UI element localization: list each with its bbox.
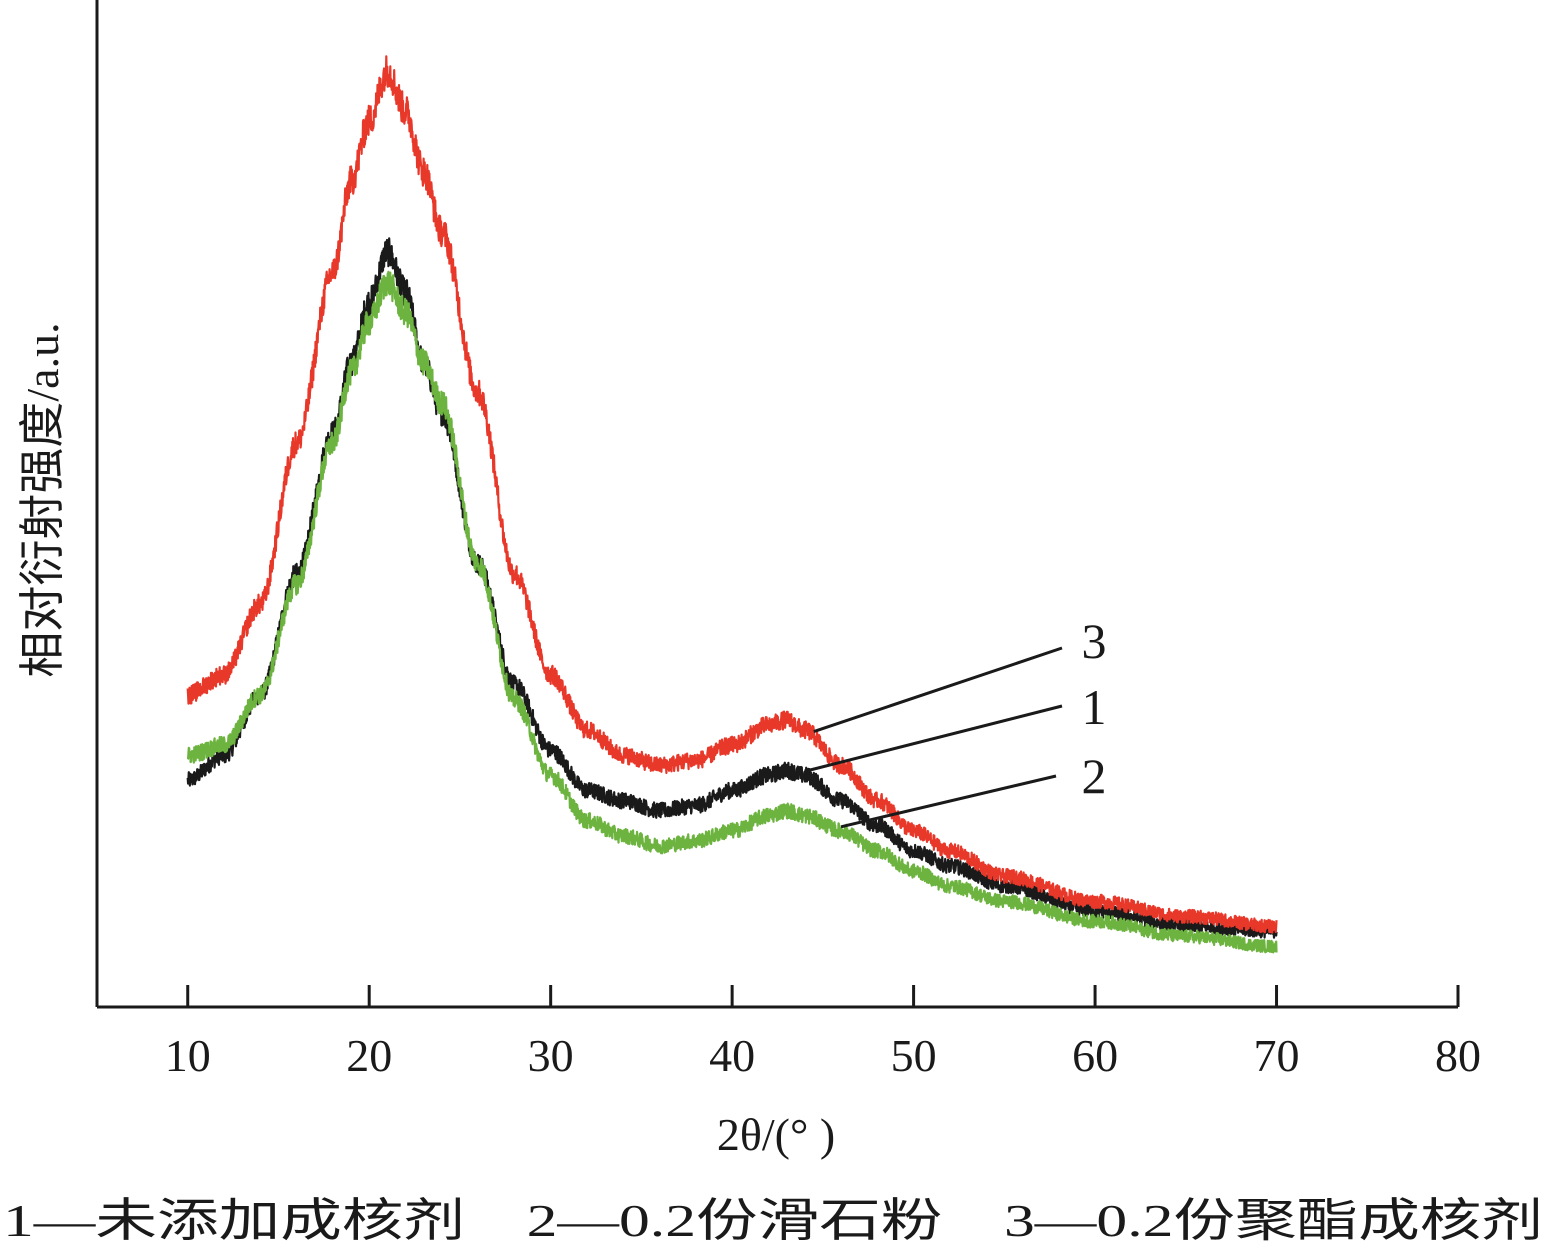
legend: 1—未添加成核剂 2—0.2份滑石粉 3—0.2份聚酯成核剂 [3, 1195, 1543, 1246]
series-line-3 [186, 55, 1278, 934]
x-tick-label-70: 70 [1254, 1030, 1300, 1081]
callout-line-2 [840, 774, 1057, 829]
x-tick-label-40: 40 [709, 1030, 755, 1081]
series-line-2 [186, 270, 1278, 954]
curve-label-2: 2 [1082, 748, 1107, 804]
axes-layer [95, 0, 1458, 1009]
callout-line-1 [804, 704, 1063, 773]
callout-line-3 [813, 646, 1063, 734]
x-tick-label-30: 30 [528, 1030, 574, 1081]
x-tick-label-80: 80 [1435, 1030, 1481, 1081]
x-axis-title: 2θ/(° ) [717, 1109, 835, 1160]
x-tick-label-50: 50 [891, 1030, 937, 1081]
callouts-layer: 1 2 3 [804, 613, 1107, 829]
x-tick-label-10: 10 [165, 1030, 211, 1081]
x-tick-label-60: 60 [1072, 1030, 1118, 1081]
curves-layer [186, 55, 1278, 954]
ticks-layer: 10 20 30 40 50 60 70 80 [165, 985, 1481, 1081]
curve-label-1: 1 [1082, 679, 1107, 735]
x-tick-label-20: 20 [346, 1030, 392, 1081]
y-axis-title: 相对衍射强度/a.u. [17, 322, 68, 677]
curve-label-3: 3 [1082, 613, 1107, 669]
